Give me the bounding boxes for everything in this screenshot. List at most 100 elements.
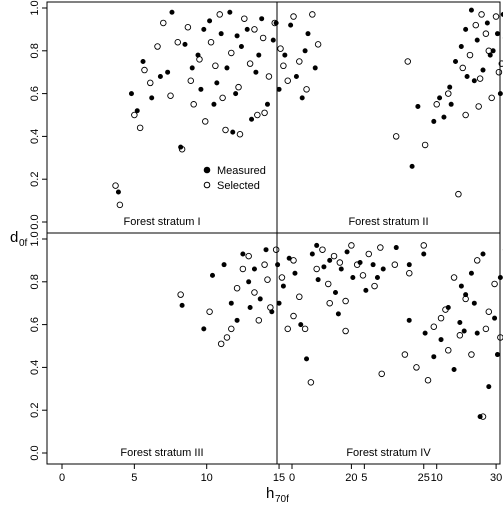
point-measured xyxy=(128,91,134,97)
point-measured xyxy=(357,260,363,266)
point-selected xyxy=(116,201,124,209)
x-axis-title-text: h xyxy=(266,485,274,502)
point-selected xyxy=(202,118,209,125)
point-selected xyxy=(251,26,258,33)
point-selected xyxy=(359,272,367,279)
point-measured xyxy=(480,67,486,73)
point-selected xyxy=(259,34,267,42)
point-measured xyxy=(494,31,500,37)
point-measured xyxy=(448,101,454,107)
point-selected xyxy=(401,351,409,358)
point-measured xyxy=(486,384,492,390)
point-selected xyxy=(450,274,458,281)
point-selected xyxy=(290,312,297,320)
legend: Measured Selected xyxy=(203,165,266,192)
point-selected xyxy=(174,38,182,46)
point-selected xyxy=(466,51,474,59)
point-selected xyxy=(413,364,420,371)
point-selected xyxy=(251,289,258,296)
point-measured xyxy=(292,270,298,276)
point-selected xyxy=(223,334,231,341)
point-measured xyxy=(305,31,311,37)
point-selected xyxy=(324,280,332,288)
point-measured xyxy=(207,18,213,24)
point-measured xyxy=(477,414,483,420)
point-selected xyxy=(154,43,161,50)
point-selected xyxy=(284,325,291,333)
point-measured xyxy=(214,80,220,86)
point-selected xyxy=(228,49,235,57)
point-selected xyxy=(290,257,297,264)
point-measured xyxy=(304,356,310,362)
point-selected xyxy=(245,252,252,260)
point-measured xyxy=(218,31,224,37)
point-selected xyxy=(424,376,432,384)
point-selected xyxy=(255,317,263,324)
point-selected xyxy=(492,13,500,20)
point-selected xyxy=(160,19,167,27)
point-selected xyxy=(236,131,244,138)
point-measured xyxy=(234,33,240,39)
point-selected xyxy=(278,274,286,281)
point-measured xyxy=(350,275,356,281)
point-selected xyxy=(319,246,326,253)
point-selected xyxy=(491,280,498,288)
point-measured xyxy=(458,283,464,289)
point-selected xyxy=(184,24,192,31)
point-measured xyxy=(494,352,500,358)
point-measured xyxy=(244,26,250,32)
point-selected xyxy=(330,252,338,260)
point-measured xyxy=(468,270,474,276)
point-selected xyxy=(239,265,247,273)
point-selected xyxy=(348,242,355,249)
point-measured xyxy=(134,108,140,114)
point-measured xyxy=(437,95,443,101)
point-measured xyxy=(233,91,239,97)
point-measured xyxy=(234,317,240,323)
point-selected xyxy=(371,282,378,290)
point-measured xyxy=(492,315,498,321)
point-measured xyxy=(249,116,255,122)
point-selected xyxy=(455,190,462,198)
panel-label: Forest stratum III xyxy=(120,447,203,459)
point-measured xyxy=(276,86,282,92)
point-measured xyxy=(257,296,263,302)
point-measured xyxy=(179,302,185,308)
point-measured xyxy=(140,58,146,64)
x-axis-title-subscript: 70f xyxy=(275,494,289,505)
point-selected xyxy=(265,73,273,80)
point-selected xyxy=(314,41,322,48)
point-measured xyxy=(474,37,480,43)
point-selected xyxy=(495,68,503,76)
point-selected xyxy=(246,60,254,67)
point-measured xyxy=(312,65,318,71)
point-measured xyxy=(189,65,195,71)
panel-2: Forest stratum II xyxy=(348,7,503,228)
point-measured xyxy=(286,255,292,261)
y-tick-label: 0.2 xyxy=(29,172,41,187)
point-selected xyxy=(206,308,213,316)
point-measured xyxy=(247,304,253,310)
panel-label: Forest stratum I xyxy=(123,216,200,228)
point-measured xyxy=(344,249,350,255)
point-selected xyxy=(365,250,373,258)
point-selected xyxy=(219,94,226,102)
point-selected xyxy=(478,11,485,18)
point-measured xyxy=(201,326,207,332)
point-measured xyxy=(457,319,463,325)
point-measured xyxy=(463,292,469,298)
point-selected xyxy=(459,64,466,72)
y-tick-label: 1.0 xyxy=(29,231,41,246)
point-measured xyxy=(393,245,399,251)
point-measured xyxy=(484,20,490,26)
point-selected xyxy=(136,124,144,132)
point-measured xyxy=(169,9,175,15)
point-measured xyxy=(282,52,288,58)
point-selected xyxy=(222,126,229,134)
point-measured xyxy=(201,26,207,32)
y-tick-label: 0.4 xyxy=(29,360,41,375)
point-selected xyxy=(277,45,284,52)
point-selected xyxy=(217,340,225,348)
point-selected xyxy=(472,21,480,29)
y-tick-label: 0.6 xyxy=(29,317,41,332)
